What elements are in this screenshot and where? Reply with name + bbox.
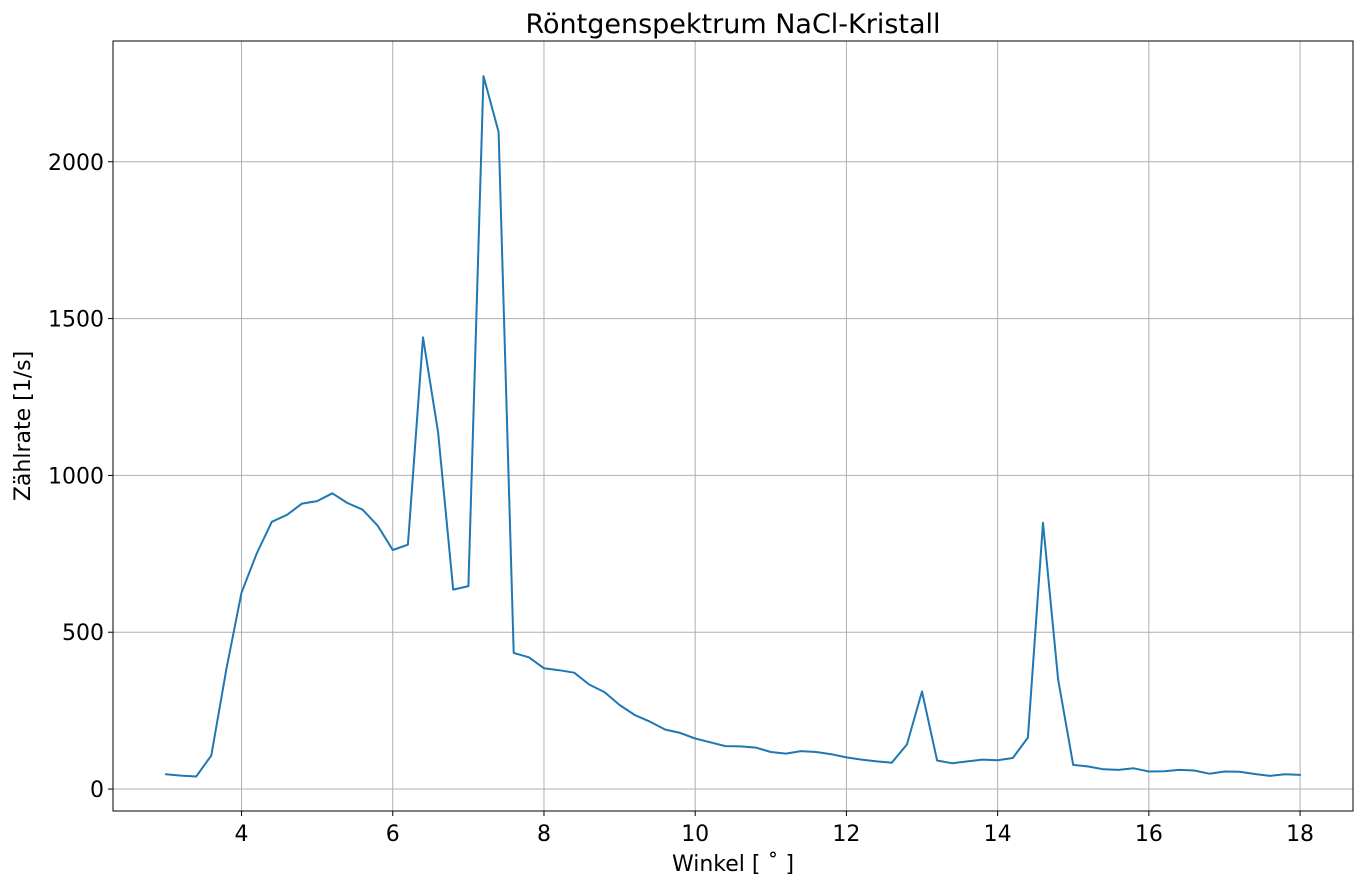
y-tick-label: 500	[62, 621, 104, 646]
grid	[113, 41, 1353, 811]
y-tick-label: 1500	[48, 308, 104, 333]
y-tick-label: 1000	[48, 464, 104, 489]
x-axis: 4 6 8 10 12 14 16 18	[235, 811, 1314, 847]
y-axis: 0 500 1000 1500 2000	[48, 151, 113, 803]
x-tick-label: 4	[235, 822, 249, 847]
y-axis-title: Zählrate [1/s]	[11, 351, 36, 501]
x-tick-label: 18	[1286, 822, 1314, 847]
y-tick-label: 2000	[48, 151, 104, 176]
x-tick-label: 12	[832, 822, 860, 847]
series-line	[164, 75, 1302, 778]
x-axis-title: Winkel [ ˚ ]	[672, 852, 794, 877]
x-tick-label: 16	[1135, 822, 1163, 847]
y-tick-label: 0	[90, 778, 104, 803]
chart-title: Röntgenspektrum NaCl-Kristall	[525, 9, 940, 40]
x-tick-label: 6	[386, 822, 400, 847]
series-layer	[164, 75, 1302, 778]
plot-frame	[112, 40, 1354, 812]
x-tick-label: 14	[984, 822, 1012, 847]
x-tick-label: 8	[537, 822, 551, 847]
x-tick-label: 10	[681, 822, 709, 847]
